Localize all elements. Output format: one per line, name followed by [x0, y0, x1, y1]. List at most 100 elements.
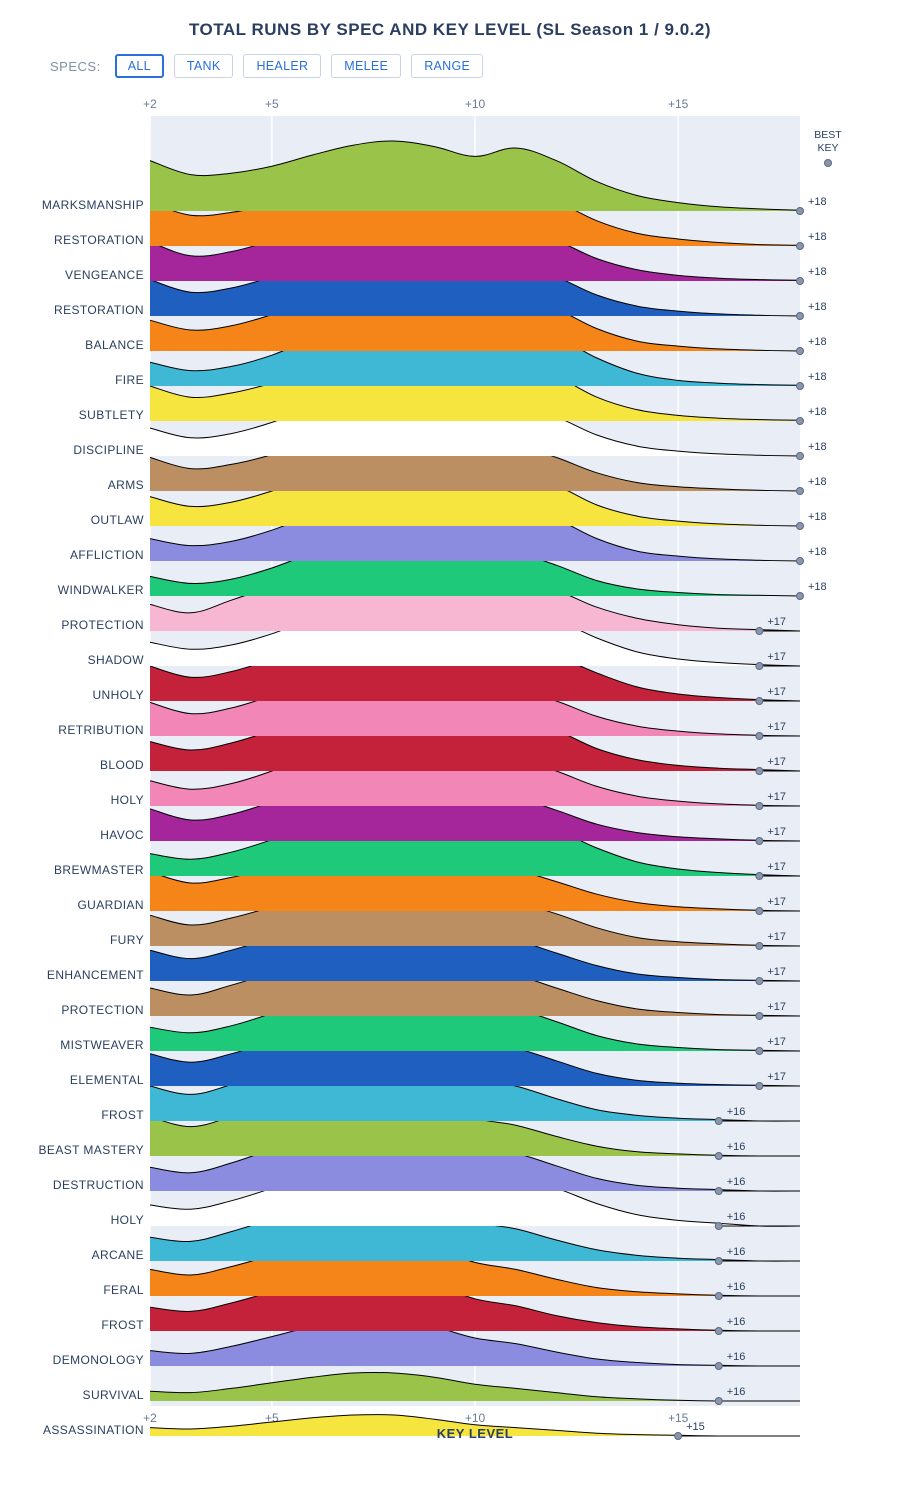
spec-label: MARKSMANSHIP — [42, 198, 144, 212]
spec-label: MISTWEAVER — [60, 1038, 144, 1052]
spec-label: VENGEANCE — [65, 268, 144, 282]
best-key-dot — [715, 1363, 722, 1370]
spec-filter-tank[interactable]: TANK — [174, 54, 234, 78]
best-key-value: +18 — [808, 196, 827, 208]
best-key-dot — [756, 628, 763, 635]
x-axis-label: KEY LEVEL — [437, 1426, 514, 1441]
best-key-dot — [797, 593, 804, 600]
best-key-value: +18 — [808, 371, 827, 383]
best-key-value: +16 — [727, 1281, 746, 1293]
spec-label: RESTORATION — [54, 303, 144, 317]
best-key-value: +18 — [808, 581, 827, 593]
spec-label: FERAL — [103, 1283, 144, 1297]
best-key-value: +17 — [767, 756, 786, 768]
best-key-value: +17 — [767, 651, 786, 663]
spec-label: BLOOD — [100, 758, 144, 772]
spec-label: FURY — [110, 933, 144, 947]
best-key-dot — [715, 1398, 722, 1405]
ridgeline-chart: +2+2+5+5+10+10+15+15BESTKEYMARKSMANSHIP+… — [30, 88, 870, 1453]
best-key-value: +18 — [808, 301, 827, 313]
best-key-dot — [756, 663, 763, 670]
spec-label: ELEMENTAL — [70, 1073, 144, 1087]
spec-label: SHADOW — [88, 653, 145, 667]
best-key-value: +17 — [767, 721, 786, 733]
best-key-value: +17 — [767, 966, 786, 978]
best-key-value: +18 — [808, 476, 827, 488]
best-key-dot — [715, 1153, 722, 1160]
best-key-value: +17 — [767, 616, 786, 628]
spec-label: SURVIVAL — [83, 1388, 144, 1402]
spec-label: FROST — [101, 1108, 144, 1122]
best-key-header: KEY — [817, 142, 838, 154]
spec-label: ARCANE — [92, 1248, 144, 1262]
spec-filter-row: SPECS: ALLTANKHEALERMELEERANGE — [30, 54, 870, 78]
best-key-dot — [797, 418, 804, 425]
spec-label: OUTLAW — [91, 513, 145, 527]
xtick-bottom: +10 — [465, 1411, 486, 1425]
spec-label: PROTECTION — [61, 618, 144, 632]
spec-filter-melee[interactable]: MELEE — [331, 54, 401, 78]
best-key-dot — [797, 523, 804, 530]
best-key-value: +18 — [808, 546, 827, 558]
spec-label: DISCIPLINE — [73, 443, 144, 457]
best-key-dot — [797, 453, 804, 460]
best-key-dot — [756, 733, 763, 740]
spec-label: HOLY — [111, 1213, 144, 1227]
spec-label: ENHANCEMENT — [47, 968, 144, 982]
best-key-value: +18 — [808, 441, 827, 453]
best-key-dot — [797, 488, 804, 495]
best-key-dot — [756, 1083, 763, 1090]
best-key-dot — [715, 1293, 722, 1300]
best-key-value: +17 — [767, 1001, 786, 1013]
spec-label: WINDWALKER — [58, 583, 144, 597]
spec-label: AFFLICTION — [70, 548, 144, 562]
best-key-value: +16 — [727, 1316, 746, 1328]
best-key-dot — [756, 698, 763, 705]
spec-label: UNHOLY — [92, 688, 144, 702]
best-key-value: +17 — [767, 826, 786, 838]
best-key-value: +16 — [727, 1211, 746, 1223]
best-key-dot — [756, 768, 763, 775]
best-key-dot — [756, 1013, 763, 1020]
xtick-top: +10 — [465, 97, 486, 111]
best-key-dot — [715, 1223, 722, 1230]
best-key-value: +18 — [808, 336, 827, 348]
best-key-header-dot — [825, 160, 832, 167]
best-key-dot — [715, 1258, 722, 1265]
spec-label: ASSASSINATION — [43, 1423, 144, 1437]
best-key-value: +17 — [767, 1036, 786, 1048]
best-key-value: +18 — [808, 231, 827, 243]
best-key-dot — [797, 313, 804, 320]
best-key-dot — [715, 1328, 722, 1335]
spec-label: FROST — [101, 1318, 144, 1332]
spec-filter-all[interactable]: ALL — [115, 54, 164, 78]
spec-label: BALANCE — [85, 338, 144, 352]
spec-filter-range[interactable]: RANGE — [411, 54, 483, 78]
spec-label: RESTORATION — [54, 233, 144, 247]
xtick-top: +5 — [265, 97, 279, 111]
best-key-dot — [797, 243, 804, 250]
xtick-top: +15 — [668, 97, 689, 111]
spec-filter-healer[interactable]: HEALER — [243, 54, 321, 78]
spec-label: GUARDIAN — [77, 898, 144, 912]
best-key-dot — [756, 838, 763, 845]
spec-label: FIRE — [115, 373, 144, 387]
best-key-value: +16 — [727, 1246, 746, 1258]
best-key-value: +17 — [767, 791, 786, 803]
best-key-dot — [756, 943, 763, 950]
best-key-dot — [756, 1048, 763, 1055]
spec-label: BEAST MASTERY — [39, 1143, 144, 1157]
spec-label: BREWMASTER — [54, 863, 144, 877]
best-key-dot — [715, 1118, 722, 1125]
spec-label: ARMS — [108, 478, 144, 492]
best-key-dot — [797, 558, 804, 565]
best-key-value: +17 — [767, 861, 786, 873]
best-key-value: +16 — [727, 1386, 746, 1398]
best-key-dot — [797, 348, 804, 355]
best-key-value: +18 — [808, 266, 827, 278]
spec-label: SUBTLETY — [79, 408, 144, 422]
xtick-bottom: +2 — [143, 1411, 157, 1425]
best-key-dot — [675, 1433, 682, 1440]
best-key-value: +15 — [686, 1421, 705, 1433]
best-key-header: BEST — [814, 129, 842, 141]
